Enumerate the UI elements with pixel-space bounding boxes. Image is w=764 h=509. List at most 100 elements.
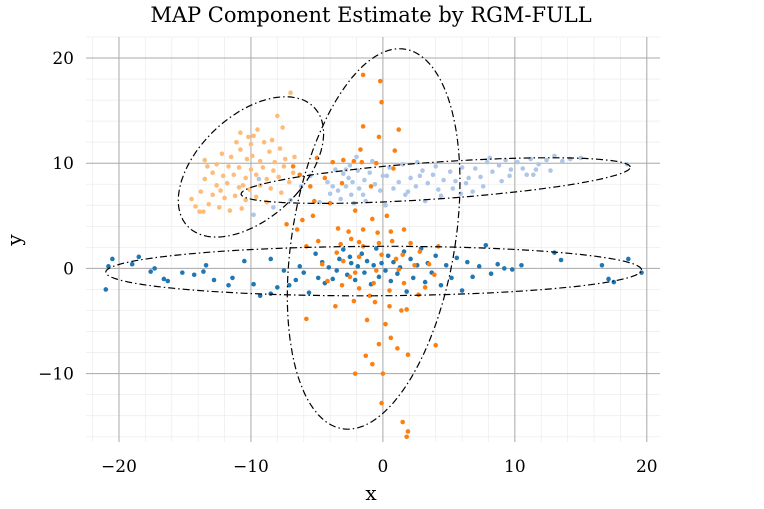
point-series-4 <box>206 201 212 207</box>
point-series-2 <box>408 240 413 246</box>
point-series-2 <box>405 429 411 434</box>
point-series-3 <box>463 180 469 186</box>
point-series-1 <box>201 269 206 274</box>
point-series-2 <box>359 159 365 165</box>
point-series-4 <box>267 149 272 154</box>
point-series-2 <box>308 184 313 189</box>
point-series-1 <box>165 278 171 284</box>
point-series-4 <box>282 156 288 162</box>
point-series-3 <box>383 203 388 208</box>
point-series-2 <box>335 226 341 231</box>
point-series-2 <box>368 184 374 189</box>
point-series-1 <box>558 257 564 263</box>
point-series-2 <box>396 127 402 132</box>
point-series-4 <box>243 175 248 181</box>
point-series-4 <box>288 90 293 96</box>
point-series-3 <box>372 181 378 187</box>
point-series-1 <box>359 251 365 257</box>
point-series-1 <box>611 279 617 285</box>
point-series-3 <box>420 168 425 173</box>
point-series-1 <box>226 282 231 288</box>
point-series-3 <box>578 155 584 161</box>
point-series-3 <box>341 171 346 177</box>
point-series-3 <box>533 167 539 172</box>
point-series-1 <box>454 255 460 261</box>
component-ellipses <box>105 48 643 430</box>
point-series-3 <box>408 175 413 181</box>
point-series-2 <box>377 78 383 84</box>
point-series-3 <box>356 186 362 191</box>
point-series-3 <box>354 154 359 160</box>
point-series-2 <box>401 280 407 286</box>
point-series-4 <box>247 187 252 192</box>
point-series-4 <box>278 190 284 195</box>
point-series-2 <box>311 198 317 204</box>
point-series-4 <box>280 125 285 130</box>
point-series-2 <box>387 288 392 293</box>
point-series-3 <box>430 172 436 178</box>
point-series-1 <box>230 275 235 281</box>
point-series-1 <box>129 261 135 267</box>
point-series-3 <box>256 176 262 182</box>
point-series-2 <box>356 254 362 260</box>
point-series-4 <box>238 130 243 136</box>
point-series-1 <box>410 275 416 281</box>
point-series-3 <box>325 179 330 185</box>
point-series-2 <box>347 274 353 280</box>
point-series-3 <box>335 188 341 193</box>
point-series-3 <box>405 189 411 194</box>
point-series-3 <box>470 189 475 194</box>
point-series-1 <box>449 275 454 281</box>
point-series-1 <box>313 251 318 257</box>
point-series-3 <box>387 165 392 170</box>
point-series-1 <box>203 262 209 268</box>
point-series-2 <box>358 147 363 152</box>
point-series-1 <box>330 276 336 282</box>
point-series-3 <box>362 177 367 183</box>
point-series-1 <box>422 279 428 285</box>
point-series-1 <box>148 269 153 274</box>
point-series-4 <box>236 185 242 190</box>
x-tick-label: −10 <box>233 457 269 477</box>
point-series-4 <box>264 199 270 205</box>
point-series-2 <box>400 419 405 425</box>
point-series-4 <box>218 188 223 193</box>
point-series-2 <box>352 208 358 213</box>
ellipse-component-1 <box>105 245 643 297</box>
point-series-3 <box>524 172 530 178</box>
point-series-2 <box>380 371 386 376</box>
point-series-4 <box>255 127 260 132</box>
point-series-1 <box>443 262 449 268</box>
point-series-1 <box>373 246 379 251</box>
point-series-2 <box>399 308 404 313</box>
point-series-1 <box>391 259 396 265</box>
point-series-3 <box>484 159 490 165</box>
point-series-2 <box>396 267 402 272</box>
point-series-4 <box>210 192 215 198</box>
point-series-4 <box>234 139 239 145</box>
point-series-2 <box>360 124 366 129</box>
point-series-4 <box>251 133 256 139</box>
point-series-3 <box>330 184 336 189</box>
point-series-2 <box>290 164 296 169</box>
ellipse-component-3 <box>240 157 631 204</box>
point-series-1 <box>348 260 354 266</box>
point-series-1 <box>626 256 631 262</box>
point-series-2 <box>426 261 432 267</box>
point-series-3 <box>508 167 514 172</box>
point-series-3 <box>466 175 471 181</box>
point-series-3 <box>520 166 526 171</box>
point-series-4 <box>253 194 259 200</box>
point-series-4 <box>290 170 296 176</box>
x-tick-label: 0 <box>377 457 388 477</box>
point-series-4 <box>271 168 276 173</box>
point-series-4 <box>239 206 245 211</box>
point-series-2 <box>325 278 330 284</box>
point-series-1 <box>495 261 500 267</box>
point-series-2 <box>379 400 384 406</box>
point-series-1 <box>352 277 358 283</box>
point-series-2 <box>346 229 351 234</box>
point-series-4 <box>214 161 219 167</box>
point-series-2 <box>388 229 394 234</box>
